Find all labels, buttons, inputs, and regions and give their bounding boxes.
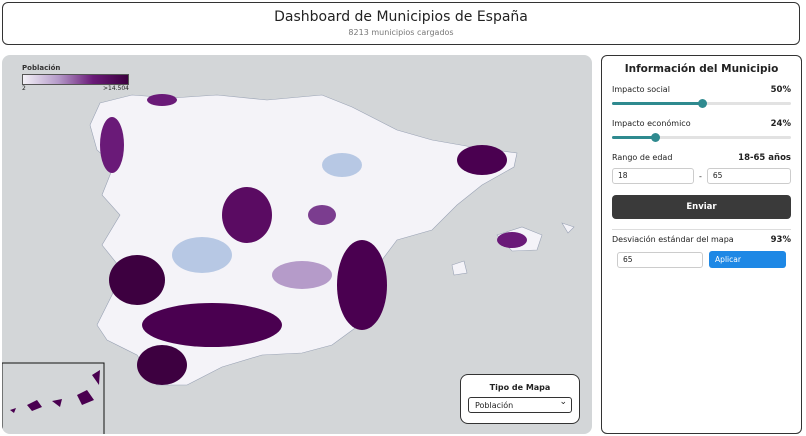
canary-inset	[2, 362, 105, 434]
apply-deviation-button[interactable]: Aplicar desviación	[709, 251, 786, 281]
map-type-box: Tipo de Mapa Población	[460, 374, 580, 424]
age-min-input[interactable]: 18	[612, 168, 694, 184]
legend-gradient	[22, 74, 129, 85]
map-type-select[interactable]: Población	[468, 395, 572, 413]
balearic-islands	[451, 222, 575, 276]
map-svg	[2, 94, 575, 434]
age-separator: -	[699, 171, 702, 181]
age-value: 18-65 años	[738, 153, 791, 163]
spain-mainland	[89, 94, 518, 386]
slider-knob[interactable]	[697, 99, 707, 108]
economic-slider[interactable]	[612, 133, 791, 142]
legend-title: Población	[22, 64, 61, 72]
deviation-input[interactable]: 65	[617, 251, 704, 268]
economic-label: Impacto económico	[612, 119, 691, 128]
deviation-value: 93%	[770, 235, 791, 245]
slider-fill	[612, 102, 702, 105]
deviation-label: Desviación estándar del mapa	[612, 235, 734, 244]
legend-max: >14.504	[102, 85, 129, 92]
subtitle: 8213 municipios cargados	[348, 28, 454, 37]
age-label: Rango de edad	[612, 153, 673, 162]
submit-button[interactable]: Enviar	[612, 195, 791, 219]
slider-knob[interactable]	[650, 133, 660, 142]
legend: Población 2 >14.504	[22, 64, 129, 92]
info-panel: Información del Municipio Impacto social…	[601, 55, 802, 434]
panel-title: Información del Municipio	[624, 63, 779, 75]
legend-min: 2	[22, 85, 26, 92]
map[interactable]: Población 2 >14.504 Tipo de Mapa Població…	[2, 55, 592, 434]
slider-fill	[612, 136, 655, 139]
header: Dashboard de Municipios de España 8213 m…	[2, 2, 800, 45]
social-slider[interactable]	[612, 99, 791, 108]
title: Dashboard de Municipios de España	[274, 9, 528, 25]
population-highlights	[100, 94, 527, 385]
canary-islands	[10, 370, 100, 413]
economic-value: 24%	[770, 119, 791, 129]
age-max-input[interactable]: 65	[706, 168, 791, 184]
social-value: 50%	[770, 85, 791, 95]
map-type-label: Tipo de Mapa	[489, 383, 551, 392]
social-label: Impacto social	[612, 85, 670, 94]
